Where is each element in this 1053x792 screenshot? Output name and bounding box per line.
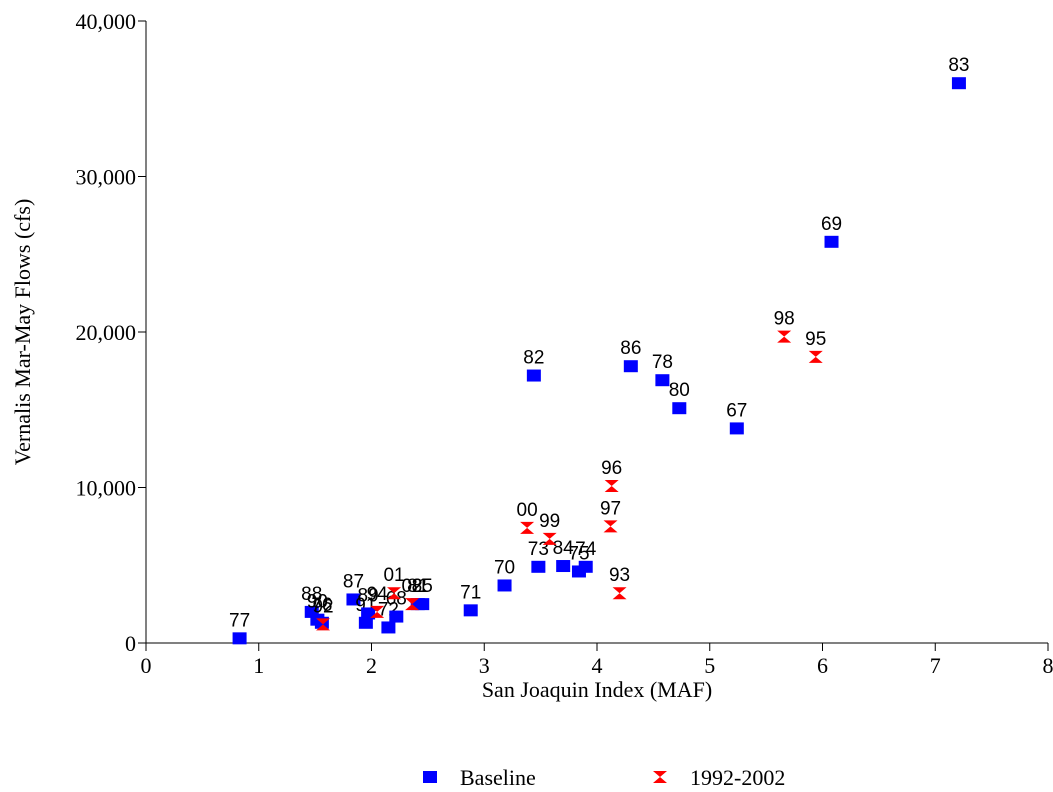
point <box>612 587 627 600</box>
point <box>497 579 512 592</box>
point <box>358 616 373 629</box>
legend-label: Baseline <box>460 765 536 790</box>
y-tick-label: 20,000 <box>76 320 137 345</box>
y-tick-label: 0 <box>125 631 136 656</box>
point <box>389 610 404 623</box>
point-label: 92 <box>312 596 333 617</box>
x-tick-label: 4 <box>592 653 603 678</box>
y-tick-label: 30,000 <box>76 165 137 190</box>
x-tick-label: 8 <box>1043 653 1053 678</box>
point <box>361 607 376 620</box>
point-label: 82 <box>523 348 544 369</box>
point <box>808 350 823 363</box>
point <box>951 77 966 90</box>
legend-marker <box>653 771 667 783</box>
point-label: 83 <box>948 55 969 76</box>
point <box>463 604 478 617</box>
x-axis-title: San Joaquin Index (MAF) <box>482 677 712 702</box>
point-label: 93 <box>609 565 630 586</box>
point <box>556 560 571 573</box>
point-label: 78 <box>652 352 673 373</box>
point <box>578 560 593 573</box>
point-label: 94 <box>367 584 389 605</box>
point <box>531 560 546 573</box>
y-tick-label: 10,000 <box>76 476 137 501</box>
point <box>824 235 839 248</box>
x-tick-label: 2 <box>366 653 377 678</box>
point <box>603 520 618 533</box>
point-label: 80 <box>669 380 690 401</box>
x-tick-label: 6 <box>817 653 828 678</box>
point-label: 84 <box>553 538 575 559</box>
x-tick-label: 0 <box>141 653 152 678</box>
point <box>232 632 247 645</box>
legend-marker <box>423 771 437 783</box>
point <box>405 598 420 611</box>
point-label: 71 <box>460 582 481 603</box>
point-label: 73 <box>528 539 549 560</box>
point <box>623 360 638 373</box>
point-label: 88 <box>301 584 322 605</box>
point-label: 70 <box>494 557 515 578</box>
point-label: 98 <box>774 309 795 330</box>
point-label: 02 <box>402 576 423 597</box>
point-label: 96 <box>601 458 622 479</box>
point-label: 86 <box>620 338 641 359</box>
x-tick-label: 3 <box>479 653 490 678</box>
point-label: 89 <box>358 585 379 606</box>
point-label: 74 <box>575 539 597 560</box>
point <box>387 587 402 600</box>
point <box>526 369 541 382</box>
point-label: 76 <box>311 595 332 616</box>
point-label: 81 <box>407 576 428 597</box>
point-label: 67 <box>726 400 747 421</box>
x-tick-label: 7 <box>930 653 941 678</box>
point <box>415 598 430 611</box>
point-label: 01 <box>383 565 404 586</box>
x-tick-label: 1 <box>253 653 264 678</box>
point-label: 90 <box>307 592 328 613</box>
point-label: 99 <box>539 511 560 532</box>
point <box>729 422 744 435</box>
point <box>520 521 535 534</box>
point-label: 75 <box>568 543 589 564</box>
point <box>655 374 670 387</box>
point <box>370 605 385 618</box>
point-label: 87 <box>343 571 364 592</box>
point-label: 95 <box>805 329 826 350</box>
point-label: 97 <box>600 498 621 519</box>
point <box>777 330 792 343</box>
point <box>316 618 331 631</box>
point <box>346 593 361 606</box>
y-tick-label: 40,000 <box>76 9 137 34</box>
point <box>542 532 557 545</box>
y-axis-title: Vernalis Mar-May Flows (cfs) <box>10 199 35 466</box>
point-label: 69 <box>821 214 842 235</box>
x-tick-label: 5 <box>704 653 715 678</box>
point <box>604 479 619 492</box>
point-label: 00 <box>517 500 538 521</box>
point-label: 85 <box>412 576 433 597</box>
point-label: 77 <box>229 610 250 631</box>
legend-label: 1992-2002 <box>690 765 785 790</box>
point <box>381 621 396 634</box>
point <box>672 402 687 415</box>
